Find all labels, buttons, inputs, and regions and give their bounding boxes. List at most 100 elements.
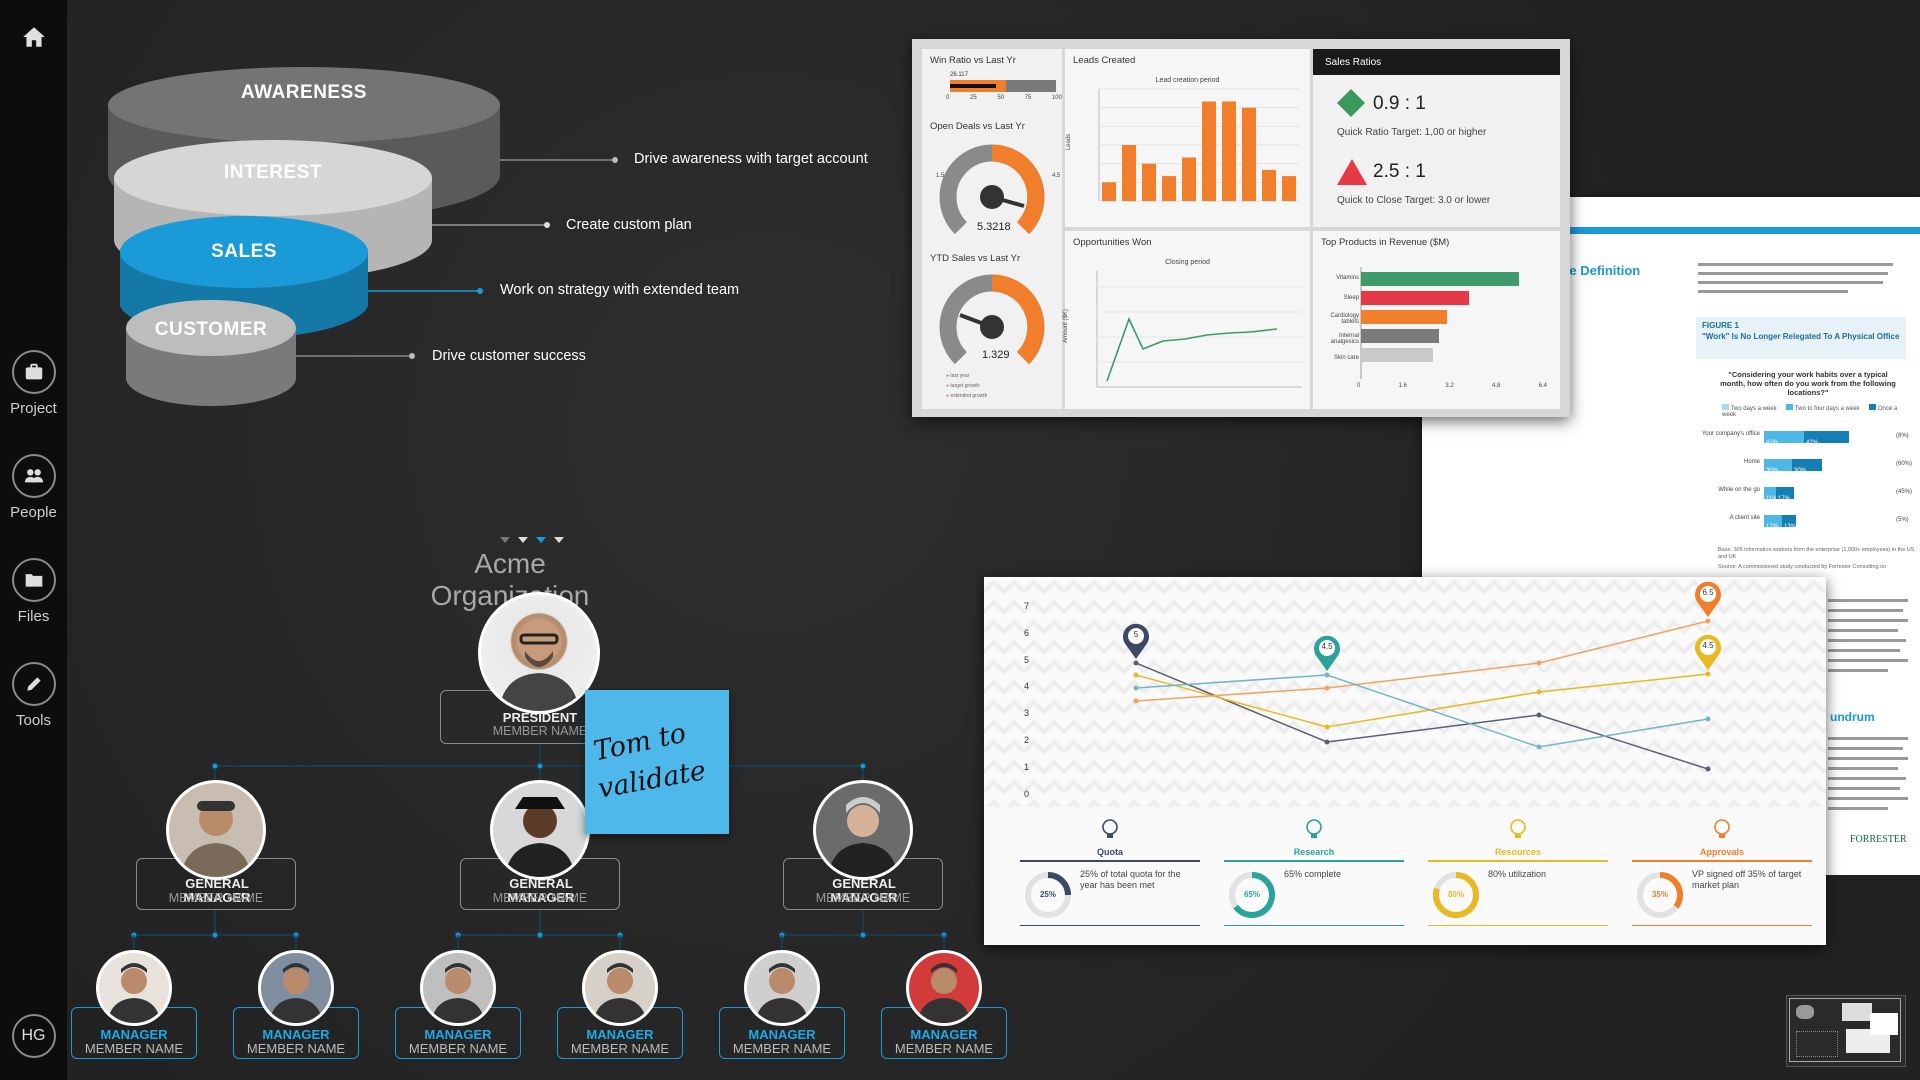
tick: 0 bbox=[1357, 383, 1361, 389]
manager-avatar[interactable] bbox=[258, 950, 334, 1026]
leads-bar bbox=[1262, 169, 1276, 201]
figure-bar: 30% bbox=[1792, 459, 1822, 474]
figure-bar: 11% bbox=[1764, 487, 1778, 502]
managers-row: MANAGER MEMBER NAME MANAGER MEMBER NAME MANA… bbox=[70, 530, 1010, 1070]
funnel-graphic bbox=[108, 67, 618, 406]
person-photo-icon bbox=[431, 963, 485, 1023]
kpi-progress-ring bbox=[1229, 872, 1275, 918]
kpi-divider bbox=[1632, 860, 1812, 862]
figure-right-value: (60%) bbox=[1896, 461, 1913, 467]
quick-ratio-target: Quick Ratio Target: 1,00 or higher bbox=[1337, 127, 1487, 138]
y-tick: 2 bbox=[1024, 735, 1030, 745]
tick: 4.8 bbox=[1491, 383, 1501, 389]
sales-dashboard[interactable]: Win Ratio vs Last Yr 26.117 0 25 50 75 100 O… bbox=[912, 39, 1570, 417]
infographic-zigzag-bg bbox=[984, 577, 1826, 807]
president-card[interactable]: PRESIDENT MEMBER NAME bbox=[440, 690, 640, 744]
legend-item: last year bbox=[950, 373, 970, 379]
gm-name: MEMBER NAME bbox=[492, 891, 588, 905]
manager-card[interactable]: MANAGER MEMBER NAME bbox=[395, 1007, 521, 1059]
thumbs-up-icon bbox=[1714, 819, 1730, 838]
president-avatar[interactable] bbox=[478, 592, 600, 714]
open-deals-scale-left: 1.5 bbox=[936, 173, 945, 179]
manager-avatar[interactable] bbox=[906, 950, 982, 1026]
home-button[interactable] bbox=[0, 24, 67, 54]
general-manager-avatar[interactable] bbox=[813, 780, 913, 880]
figure-row-label: A client site bbox=[1729, 515, 1760, 521]
minimap-viewport[interactable] bbox=[1789, 998, 1901, 1062]
report-lower-strip[interactable]: undrum FORRESTER bbox=[1820, 577, 1920, 875]
minimap-dashboard bbox=[1842, 1003, 1872, 1021]
manager-name: MEMBER NAME bbox=[894, 1041, 994, 1056]
manager-avatar[interactable] bbox=[96, 950, 172, 1026]
infographic-y-axis: 7 6 5 4 3 2 1 0 bbox=[1024, 601, 1044, 799]
manager-card[interactable]: MANAGER MEMBER NAME bbox=[233, 1007, 359, 1059]
ytd-sales-value: 1.329 bbox=[982, 349, 1010, 361]
president-name: MEMBER NAME bbox=[492, 724, 588, 738]
kpi-bottom-line bbox=[1224, 925, 1404, 926]
data-points bbox=[1133, 618, 1711, 772]
funnel-stage-customer: CUSTOMER bbox=[154, 319, 268, 340]
manager-avatar[interactable] bbox=[420, 950, 496, 1026]
open-deals-scale-right: 4.5 bbox=[1052, 173, 1061, 179]
kpi-progress-ring bbox=[1025, 872, 1071, 918]
bar-value: 13% bbox=[1784, 524, 1797, 530]
kpi-divider bbox=[1428, 860, 1608, 862]
sticky-note[interactable]: Tom to validate bbox=[585, 690, 729, 834]
lightbulb-icon bbox=[1102, 819, 1118, 838]
person-photo-icon bbox=[269, 963, 323, 1023]
project-icon-circle bbox=[11, 350, 56, 394]
kpi-description: 65% complete bbox=[1284, 869, 1342, 879]
carousel-dots bbox=[500, 537, 564, 543]
ytd-sales-legend: ● last year ● target growth ● extended g… bbox=[946, 373, 988, 399]
sidebar-item-label: Project bbox=[10, 400, 57, 417]
win-ratio-value: 26.117 bbox=[950, 72, 968, 78]
top-products-chart bbox=[1360, 267, 1519, 379]
bar-value: 42% bbox=[1806, 440, 1819, 446]
opportunities-won-chart bbox=[1096, 271, 1302, 388]
manager-avatar[interactable] bbox=[744, 950, 820, 1026]
kpi-bottom-line bbox=[1020, 925, 1200, 926]
win-ratio-bar bbox=[950, 80, 1056, 92]
leads-created-title: Leads Created bbox=[1073, 55, 1136, 66]
leads-ylabel: Leads bbox=[1066, 133, 1073, 151]
sidebar: Project People Files Tools HG bbox=[0, 0, 67, 1080]
bar-value: 17% bbox=[1766, 524, 1779, 530]
general-manager-card[interactable]: GENERAL MANAGER bbox=[783, 858, 943, 910]
tick: 50 bbox=[997, 95, 1004, 101]
sidebar-item-people[interactable]: People bbox=[0, 454, 67, 521]
kpi-name: Resources bbox=[1494, 847, 1542, 857]
report-strip-text bbox=[1828, 599, 1908, 672]
infographic-line-chart bbox=[1123, 581, 1721, 772]
leads-bar bbox=[1142, 163, 1156, 201]
report-source-2: Source: A commissioned study conducted b… bbox=[1718, 564, 1887, 570]
canvas-minimap[interactable] bbox=[1786, 995, 1906, 1067]
report-strip-text-2 bbox=[1828, 737, 1908, 810]
sidebar-item-tools[interactable]: Tools bbox=[0, 662, 67, 729]
figure-row-label: Your company's office bbox=[1701, 431, 1760, 437]
org-chart[interactable]: Acme Organization PRESIDENT MEMBER NAME … bbox=[70, 530, 1010, 1070]
pencil-icon bbox=[26, 677, 41, 691]
product-label: Cardiology tablets bbox=[1330, 313, 1359, 325]
bar-value: 11% bbox=[1766, 496, 1778, 502]
sidebar-item-files[interactable]: Files bbox=[0, 558, 67, 625]
user-avatar-button[interactable]: HG bbox=[0, 1014, 67, 1058]
pin-label: 4.5 bbox=[1321, 642, 1333, 651]
figure-bar: 42% bbox=[1804, 431, 1849, 446]
handwriting: Tom to validate bbox=[591, 718, 708, 805]
figure-bar: 17% bbox=[1764, 515, 1782, 530]
kpi-infographic[interactable]: 7 6 5 4 3 2 1 0 5 4.5 6.5 4.5 Quota 25% 2 5 bbox=[984, 577, 1826, 945]
opportunities-won-subtitle: Closing period bbox=[1165, 259, 1210, 266]
sales-funnel[interactable]: AWARENESS INTEREST SALES CUSTOMER Drive … bbox=[100, 60, 900, 420]
sidebar-item-project[interactable]: Project bbox=[0, 350, 67, 417]
kpi-divider bbox=[1020, 860, 1200, 862]
minimap-funnel bbox=[1796, 1005, 1814, 1019]
kpi-divider bbox=[1224, 860, 1404, 862]
person-photo-icon bbox=[505, 797, 575, 877]
general-manager-avatar[interactable] bbox=[166, 780, 266, 880]
kpi-description: 80% utilization bbox=[1488, 869, 1547, 879]
figure-row-label: While on the go bbox=[1718, 487, 1760, 493]
report-right-text bbox=[1698, 263, 1893, 293]
manager-avatar[interactable] bbox=[582, 950, 658, 1026]
ytd-sales-gauge bbox=[939, 274, 1045, 379]
general-manager-avatar[interactable] bbox=[490, 780, 590, 880]
